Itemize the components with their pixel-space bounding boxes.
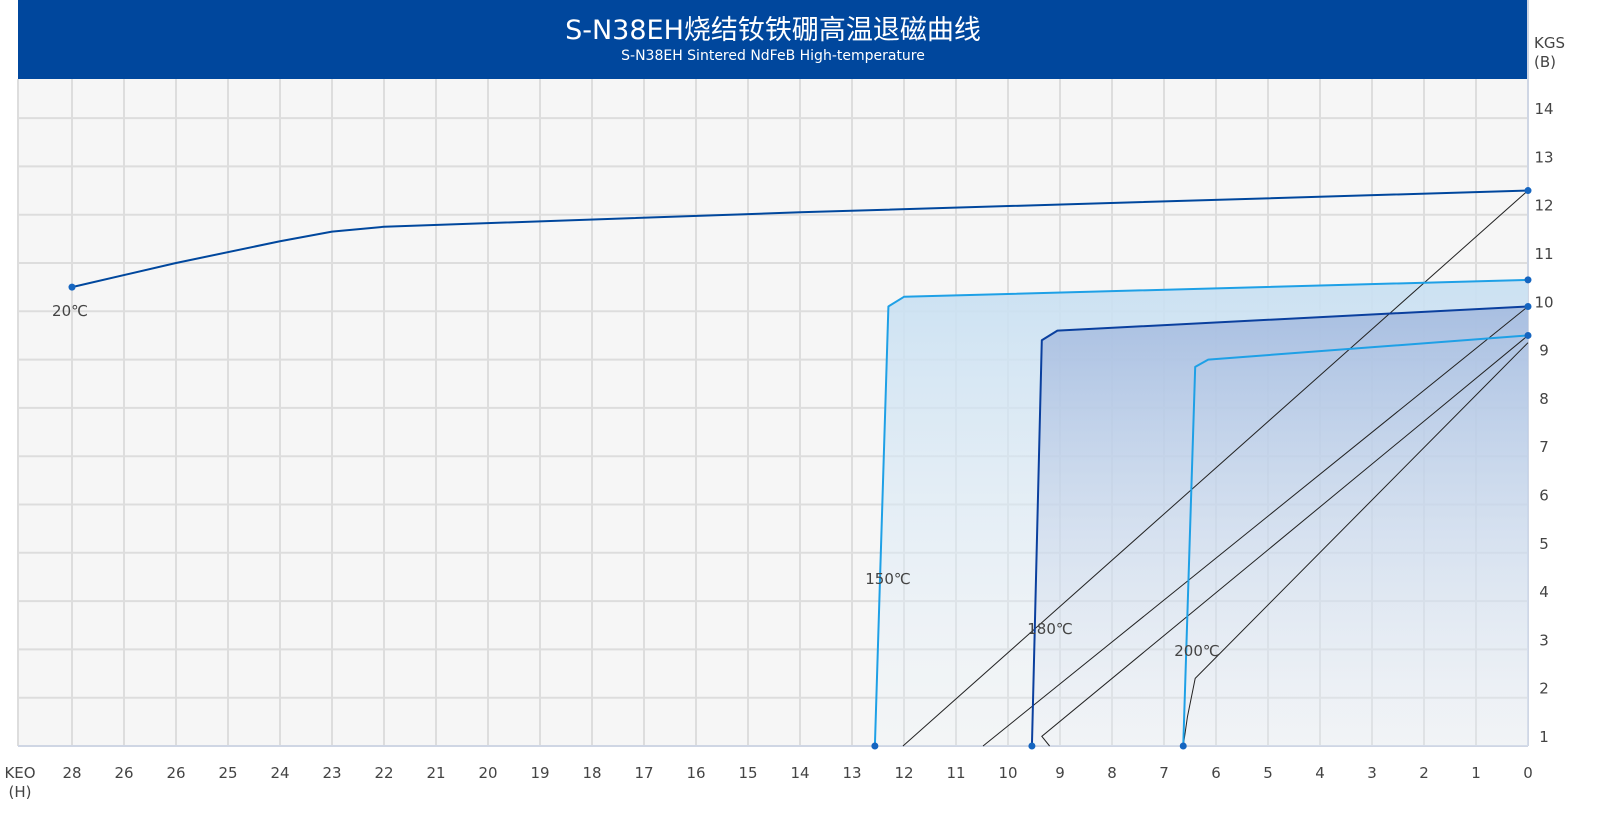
x-tick-label: 15 (738, 764, 757, 782)
data-point (68, 283, 76, 291)
series-label: 200℃ (1174, 642, 1219, 660)
y-tick-label: 12 (1534, 197, 1553, 215)
x-tick-label: 4 (1315, 764, 1325, 782)
x-tick-label: 19 (530, 764, 549, 782)
y-tick-label: 2 (1539, 680, 1549, 698)
chart-title: S-N38EH烧结钕铁硼高温退磁曲线 (565, 15, 981, 46)
x-tick-label: 22 (374, 764, 393, 782)
x-tick-label: 2 (1419, 764, 1429, 782)
x-tick-label: 7 (1159, 764, 1169, 782)
data-point (1524, 187, 1532, 195)
x-tick-label: 6 (1211, 764, 1221, 782)
y-tick-label: 9 (1539, 342, 1549, 360)
data-point (1179, 742, 1187, 750)
y-tick-label: 4 (1539, 583, 1549, 601)
data-point (1028, 742, 1036, 750)
x-tick-label: 26 (114, 764, 133, 782)
series-label: 20℃ (52, 302, 88, 320)
x-axis-label: KEO (4, 764, 35, 782)
y-tick-label: 10 (1534, 293, 1553, 311)
data-point (1524, 276, 1532, 284)
y-axis-label: (B) (1534, 53, 1556, 71)
x-tick-label: 17 (634, 764, 653, 782)
x-tick-label: 14 (790, 764, 809, 782)
load-line (1182, 342, 1529, 747)
y-tick-label: 1 (1539, 728, 1549, 746)
y-tick-label: 6 (1539, 487, 1549, 505)
x-tick-label: 18 (582, 764, 601, 782)
data-point (871, 742, 879, 750)
data-point (1524, 331, 1532, 339)
x-tick-label: 10 (998, 764, 1017, 782)
load-line (982, 306, 1529, 747)
y-tick-label: 8 (1539, 390, 1549, 408)
series-line-2 (1030, 305, 1529, 747)
y-tick-label: 11 (1534, 245, 1553, 263)
chart-subtitle: S-N38EH Sintered NdFeB High-temperature (621, 48, 925, 64)
y-tick-label: 13 (1534, 148, 1553, 166)
series-fill-2 (1031, 306, 1528, 746)
x-tick-label: 16 (686, 764, 705, 782)
x-tick-label: 21 (426, 764, 445, 782)
x-tick-label: 8 (1107, 764, 1117, 782)
y-tick-label: 7 (1539, 438, 1549, 456)
series-line-3 (1182, 334, 1529, 747)
x-tick-label: 12 (894, 764, 913, 782)
data-point (1524, 302, 1532, 310)
x-tick-label: 9 (1055, 764, 1065, 782)
x-tick-label: 1 (1471, 764, 1481, 782)
load-line (1041, 335, 1529, 747)
x-tick-label: 5 (1263, 764, 1273, 782)
x-tick-label: 0 (1523, 764, 1533, 782)
x-tick-label: 11 (946, 764, 965, 782)
x-axis-label: (H) (9, 783, 32, 801)
x-tick-label: 20 (478, 764, 497, 782)
x-tick-label: 3 (1367, 764, 1377, 782)
x-tick-label: 26 (166, 764, 185, 782)
x-tick-label: 13 (842, 764, 861, 782)
x-tick-label: 24 (270, 764, 289, 782)
x-tick-label: 28 (62, 764, 81, 782)
y-tick-label: 5 (1539, 535, 1549, 553)
x-tick-label: 23 (322, 764, 341, 782)
series-label: 150℃ (865, 570, 910, 588)
x-tick-label: 25 (218, 764, 237, 782)
y-tick-label: 14 (1534, 100, 1553, 118)
series-line-1 (873, 278, 1529, 747)
title-bar: S-N38EH烧结钕铁硼高温退磁曲线 S-N38EH Sintered NdFe… (18, 0, 1528, 79)
y-tick-label: 3 (1539, 631, 1549, 649)
series-label: 180℃ (1027, 620, 1072, 638)
y-axis-label: KGS (1534, 34, 1565, 52)
series-line-0 (71, 189, 1529, 289)
